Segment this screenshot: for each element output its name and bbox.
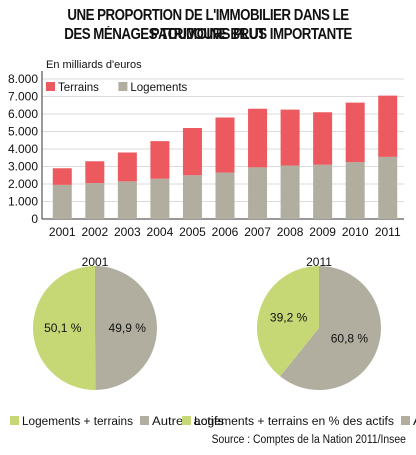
- y-tick-label: 1.000: [8, 195, 38, 209]
- pie-slice: [280, 266, 381, 390]
- bar-terrains: [85, 161, 105, 184]
- pie-legend-swatch: [182, 416, 191, 425]
- legend-swatch: [46, 82, 55, 91]
- bar-terrains: [52, 168, 72, 185]
- x-tick-label: 2011: [375, 225, 401, 239]
- y-tick-label: 2.000: [8, 177, 38, 191]
- x-tick-label: 2010: [342, 225, 369, 239]
- x-tick-label: 2004: [147, 225, 174, 239]
- x-tick-label: 2001: [49, 225, 76, 239]
- bar-logements: [85, 183, 105, 219]
- x-tick-label: 2003: [114, 225, 141, 239]
- pie-title: 2001: [82, 255, 109, 269]
- x-tick-label: 2005: [179, 225, 206, 239]
- legend-entry: Logements: [130, 82, 187, 94]
- pie-slice: [95, 266, 158, 390]
- pie-slice-label: 50,1 %: [44, 321, 82, 335]
- bar-logements: [52, 184, 72, 219]
- y-tick-label: 7.000: [8, 90, 38, 104]
- chart-title-line-2: DES MÉNAGES TOUJOURS PLUS IMPORTANTE: [64, 26, 352, 43]
- pie-legend-entry: Autres actifs: [413, 416, 416, 428]
- pie-legend-entry: Logements + terrains en % des actifs: [194, 416, 394, 428]
- pie-legend-entry: Logements + terrains: [22, 416, 133, 428]
- pie-slice-label: 49,9 %: [109, 321, 147, 335]
- y-tick-label: 8.000: [8, 72, 38, 86]
- y-tick-label: 6.000: [8, 107, 38, 121]
- pie-legend-swatch: [140, 416, 149, 425]
- bar-logements: [313, 164, 333, 219]
- bar-logements: [345, 162, 365, 219]
- y-tick-label: 3.000: [8, 160, 38, 174]
- bar-terrains: [215, 117, 235, 173]
- pie-legend-swatch: [10, 416, 19, 425]
- bar-logements: [215, 172, 235, 219]
- bar-logements: [182, 175, 202, 219]
- bar-terrains: [313, 112, 333, 165]
- bar-logements: [248, 167, 268, 219]
- unit-label: En milliards d'euros: [46, 59, 142, 71]
- chart-title-line-1: UNE PROPORTION DE L'IMMOBILIER DANS LE P…: [67, 7, 349, 43]
- y-tick-label: 4.000: [8, 142, 38, 156]
- bar-terrains: [378, 95, 398, 157]
- bar-terrains: [280, 109, 300, 166]
- pie-slice-label: 39,2 %: [270, 310, 308, 324]
- pie-slice-label: 60,8 %: [331, 332, 369, 346]
- x-tick-label: 2002: [81, 225, 108, 239]
- pie-legend-swatch: [401, 416, 410, 425]
- x-tick-label: 2008: [277, 225, 304, 239]
- bar-logements: [378, 156, 398, 219]
- bar-terrains: [248, 108, 268, 168]
- source-note: Source : Comptes de la Nation 2011/Insee: [211, 434, 406, 446]
- bar-terrains: [150, 141, 170, 179]
- bar-logements: [117, 181, 137, 219]
- x-tick-label: 2006: [212, 225, 239, 239]
- x-tick-label: 2007: [244, 225, 271, 239]
- x-tick-label: 2009: [309, 225, 336, 239]
- pie-slice: [257, 266, 319, 377]
- pie-title: 2011: [306, 255, 332, 269]
- legend-swatch: [118, 82, 128, 91]
- bar-logements: [280, 165, 300, 219]
- bar-terrains: [345, 102, 365, 163]
- legend-entry: Terrains: [58, 82, 99, 94]
- bar-terrains: [117, 152, 137, 182]
- y-tick-label: 5.000: [8, 125, 38, 139]
- bar-terrains: [182, 128, 202, 176]
- pie-slice: [33, 266, 96, 390]
- bar-logements: [150, 178, 170, 219]
- y-tick-label: 0: [31, 212, 38, 226]
